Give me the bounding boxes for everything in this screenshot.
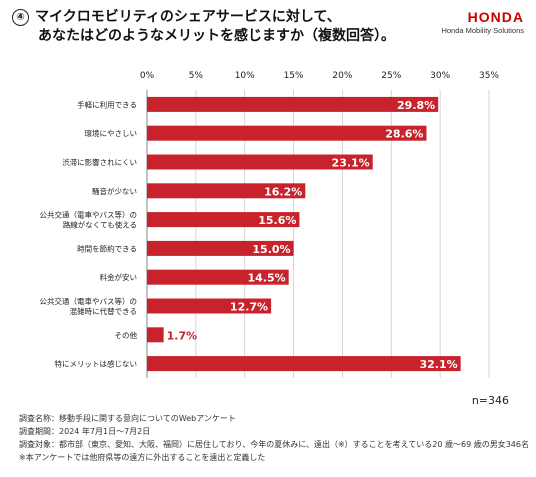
chart-title: ④ マイクロモビリティのシェアサービスに対して、 あなたはどのようなメリットを感じ… xyxy=(12,8,412,46)
x-tick-label: 15% xyxy=(284,71,304,81)
question-number: ④ xyxy=(12,9,29,26)
logo-brand: HONDA xyxy=(467,9,524,25)
bar xyxy=(147,356,461,372)
survey-name: 調査名称：移動手段に関する意向についてのWebアンケート xyxy=(19,414,236,423)
bar xyxy=(147,298,272,314)
category-label: 環境にやさしい xyxy=(85,128,138,138)
bar xyxy=(147,154,373,170)
bar xyxy=(147,327,164,343)
survey-note: ※本アンケートでは他府県等の遠方に外出することを遠出と定義した xyxy=(19,453,266,462)
x-tick-label: 0% xyxy=(140,71,155,81)
x-tick-label: 10% xyxy=(235,71,255,81)
value-label: 12.7% xyxy=(230,301,268,314)
bar xyxy=(147,240,294,256)
x-tick-label: 20% xyxy=(332,71,352,81)
survey-target: 調査対象：都市部（東京、愛知、大阪、福岡）に居住しており、今年の夏休みに、遠出（… xyxy=(19,440,529,449)
value-label: 29.8% xyxy=(397,99,435,112)
bar-chart: 0% 5% 10% 15% 20% 25% 30% 35% 手軽に利用できる 29.8% 環境にやさ… xyxy=(40,71,510,407)
category-label: 特にメリットは感じない xyxy=(55,359,138,369)
logo-subtitle: Honda Mobility Solutions xyxy=(441,26,524,35)
category-label: 公共交通（電車やバス等）の路線がなくても使える xyxy=(40,210,138,230)
category-label: 公共交通（電車やバス等）の混雑時に代替できる xyxy=(40,296,138,316)
sample-size-label: n=346 xyxy=(472,394,509,407)
bar xyxy=(147,96,439,112)
value-label: 15.0% xyxy=(252,243,290,256)
title-line-2: あなたはどのようなメリットを感じますか（複数回答）。 xyxy=(38,28,395,44)
bar xyxy=(147,269,289,285)
title-line-1: マイクロモビリティのシェアサービスに対して、 xyxy=(35,9,341,25)
x-tick-label: 35% xyxy=(479,71,499,81)
bar xyxy=(147,125,427,141)
value-label: 32.1% xyxy=(419,358,457,371)
value-label: 16.2% xyxy=(264,185,302,198)
x-tick-label: 25% xyxy=(381,71,401,81)
x-tick-label: 5% xyxy=(189,71,204,81)
bar xyxy=(147,212,300,228)
survey-notes: 調査名称：移動手段に関する意向についてのWebアンケート 調査期間：2024 年… xyxy=(19,412,529,464)
category-label: 料金が安い xyxy=(100,272,138,282)
value-label: 15.6% xyxy=(258,214,296,227)
value-label: 28.6% xyxy=(385,128,423,141)
value-label: 14.5% xyxy=(248,272,286,285)
value-label: 23.1% xyxy=(332,157,370,170)
category-label: その他 xyxy=(115,330,138,340)
x-tick-label: 30% xyxy=(430,71,450,81)
survey-period: 調査期間：2024 年7月1日～7月2日 xyxy=(19,427,151,436)
bar xyxy=(147,183,306,199)
honda-logo: HONDA Honda Mobility Solutions xyxy=(394,9,524,35)
value-label: 1.7% xyxy=(167,329,198,342)
category-label: 渋滞に影響されにくい xyxy=(62,157,137,167)
category-label: 時間を節約できる xyxy=(77,243,137,253)
category-label: 騒音が少ない xyxy=(92,186,137,196)
category-label: 手軽に利用できる xyxy=(77,99,137,109)
